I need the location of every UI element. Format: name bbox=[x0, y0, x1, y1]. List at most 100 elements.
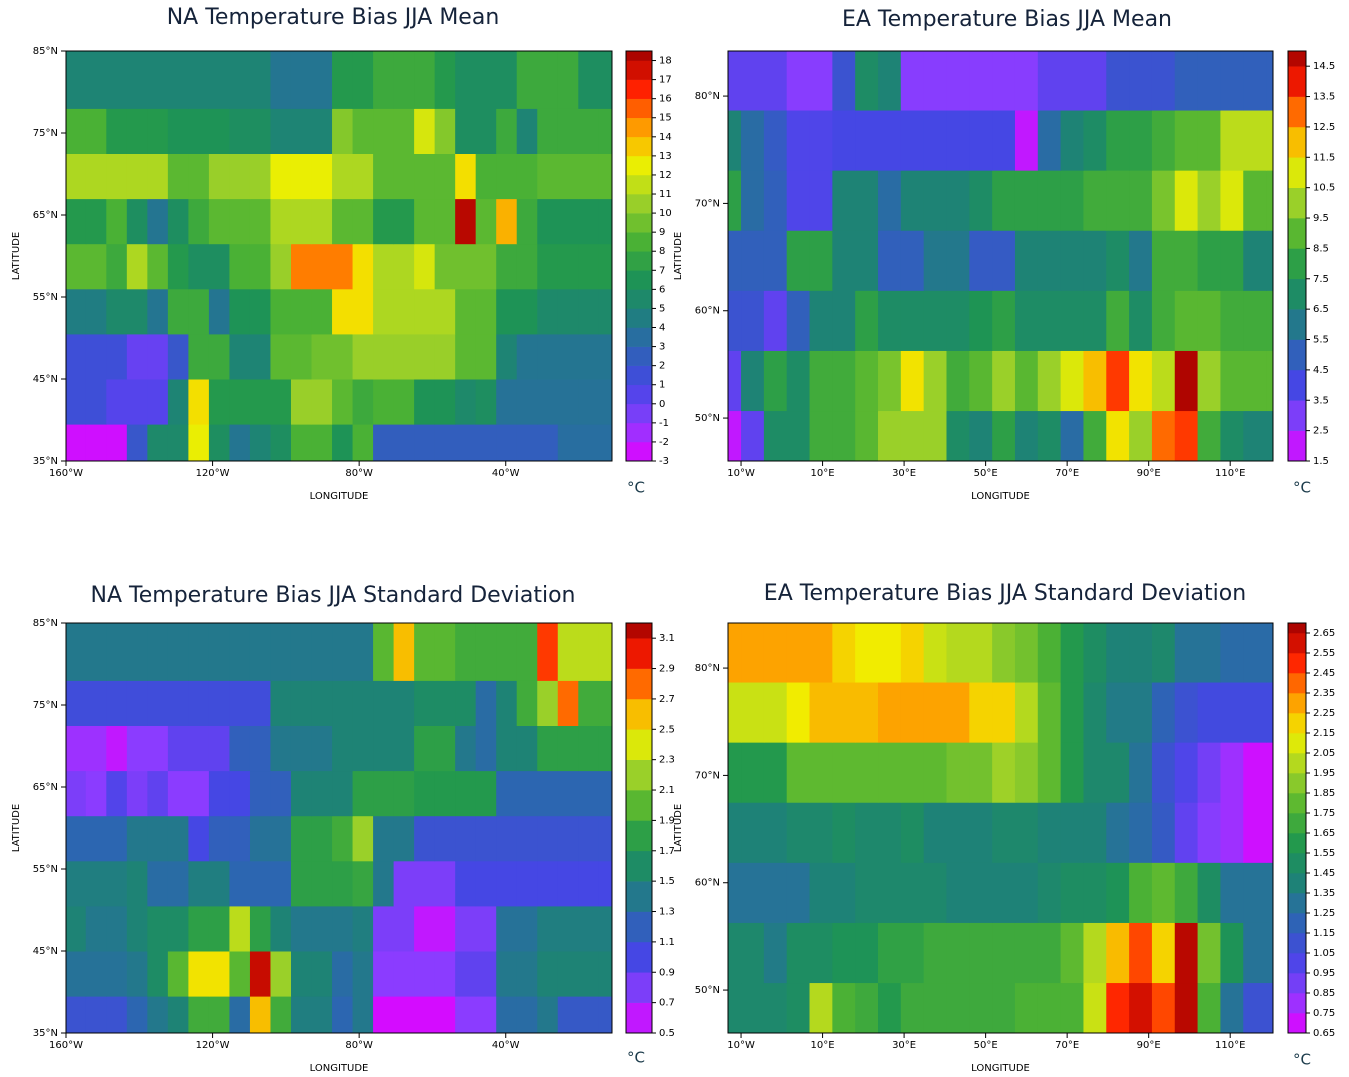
colorbar-tick-label: 18 bbox=[659, 56, 672, 67]
cell bbox=[66, 996, 87, 1034]
cell bbox=[809, 922, 833, 984]
cell bbox=[516, 951, 538, 997]
cell bbox=[434, 243, 456, 290]
cell bbox=[969, 51, 993, 111]
cell bbox=[249, 379, 271, 425]
cell bbox=[434, 288, 456, 335]
cell bbox=[1197, 410, 1221, 462]
cell bbox=[1106, 51, 1130, 111]
colorbar-band bbox=[1288, 973, 1306, 994]
cell bbox=[208, 815, 230, 862]
cell bbox=[728, 682, 742, 743]
cell bbox=[516, 333, 538, 380]
cell bbox=[475, 623, 497, 681]
cell bbox=[516, 996, 538, 1034]
cell bbox=[946, 742, 970, 803]
cell bbox=[270, 333, 292, 380]
cell bbox=[516, 623, 538, 681]
colorbar-band bbox=[626, 881, 652, 912]
colorbar-band bbox=[626, 60, 652, 80]
cell bbox=[1014, 742, 1039, 803]
colorbar-band bbox=[626, 155, 652, 176]
cell bbox=[229, 51, 251, 109]
cell bbox=[66, 770, 87, 817]
cell bbox=[578, 424, 600, 462]
cell bbox=[66, 198, 87, 245]
colorbar-band bbox=[1288, 733, 1306, 754]
cell bbox=[1174, 230, 1199, 291]
cell bbox=[373, 379, 395, 425]
cell bbox=[270, 51, 292, 109]
cell bbox=[946, 623, 970, 683]
cell bbox=[969, 982, 993, 1034]
colorbar-tick-label: 2.1 bbox=[659, 785, 675, 796]
cell bbox=[167, 996, 189, 1034]
cell bbox=[290, 680, 313, 726]
x-tick-label: 10°E bbox=[811, 468, 835, 479]
colorbar-band bbox=[626, 136, 652, 157]
cell bbox=[969, 170, 993, 231]
cell bbox=[878, 742, 902, 803]
cell bbox=[229, 243, 251, 290]
cell bbox=[393, 108, 415, 154]
cell bbox=[311, 379, 333, 425]
colorbar-band bbox=[626, 194, 652, 214]
cell bbox=[992, 51, 1016, 111]
colorbar-tick-label: 10.5 bbox=[1313, 183, 1335, 194]
cell bbox=[900, 170, 925, 231]
colorbar-band bbox=[626, 117, 652, 138]
cell bbox=[106, 198, 128, 245]
colorbar-tick-label: 2.5 bbox=[1313, 426, 1329, 437]
cell bbox=[832, 350, 856, 412]
colorbar-tick-label: 6 bbox=[659, 284, 665, 295]
cell bbox=[855, 623, 879, 683]
cell bbox=[969, 862, 993, 923]
colorbar-band bbox=[626, 346, 652, 366]
cell bbox=[106, 51, 128, 109]
cell bbox=[270, 905, 292, 952]
cell bbox=[1083, 350, 1107, 412]
cell bbox=[332, 153, 354, 200]
y-tick-label: 35°N bbox=[33, 456, 58, 467]
cell bbox=[741, 230, 765, 291]
cell bbox=[1129, 742, 1153, 803]
colorbar-band bbox=[626, 698, 652, 730]
cell bbox=[741, 110, 765, 171]
cell bbox=[290, 288, 313, 335]
cell bbox=[578, 725, 600, 772]
y-tick-label: 50°N bbox=[695, 413, 720, 424]
cell bbox=[147, 680, 169, 726]
cell bbox=[557, 51, 579, 109]
cell bbox=[1266, 51, 1274, 111]
cell bbox=[229, 623, 251, 681]
cell bbox=[786, 922, 811, 984]
cell bbox=[188, 198, 210, 245]
cell bbox=[332, 996, 354, 1034]
colorbar-tick-label: 2.15 bbox=[1313, 728, 1335, 739]
cell bbox=[900, 350, 925, 412]
cell bbox=[434, 623, 456, 681]
cell bbox=[1129, 623, 1153, 683]
cell bbox=[763, 802, 788, 863]
plot-frame bbox=[727, 50, 1274, 462]
cell bbox=[1014, 682, 1039, 743]
cell bbox=[167, 815, 189, 862]
colorbar-frame bbox=[1287, 50, 1307, 462]
cell bbox=[188, 951, 210, 997]
colorbar-band bbox=[1288, 126, 1306, 158]
cell bbox=[598, 815, 613, 862]
colorbar-tick-label: 0.75 bbox=[1313, 1008, 1335, 1019]
cell bbox=[66, 951, 87, 997]
cell bbox=[126, 288, 148, 335]
cell bbox=[311, 108, 333, 154]
colorbar-tick-label: 5.5 bbox=[1313, 335, 1329, 346]
cell bbox=[832, 51, 856, 111]
cell bbox=[85, 623, 107, 681]
cell bbox=[455, 379, 477, 425]
cell bbox=[311, 815, 333, 862]
cell bbox=[249, 725, 271, 772]
cell bbox=[332, 108, 354, 154]
cell bbox=[249, 108, 271, 154]
colorbar-tick-label: 13 bbox=[659, 151, 672, 162]
cell bbox=[352, 108, 374, 154]
